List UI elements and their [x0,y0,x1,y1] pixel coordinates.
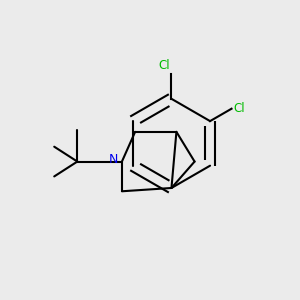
Text: N: N [109,153,118,167]
Text: Cl: Cl [233,102,245,115]
Text: Cl: Cl [158,59,170,72]
